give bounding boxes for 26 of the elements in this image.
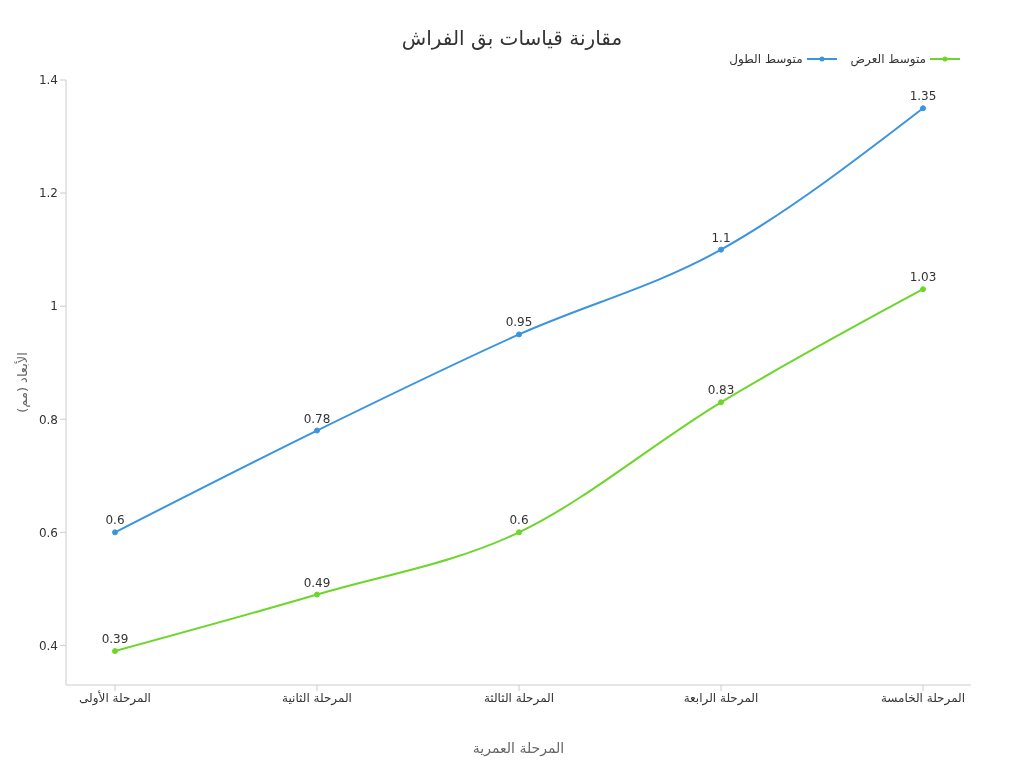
data-label: 1.35 — [909, 89, 937, 104]
x-tick-label: المرحلة الثالثة — [483, 690, 555, 706]
y-axis-title: الأبعاد (مم) — [13, 352, 31, 413]
y-tick-label: 0.4 — [38, 638, 58, 653]
legend-label: متوسط العرض — [850, 52, 926, 66]
legend-label: متوسط الطول — [729, 52, 803, 66]
data-label: 0.49 — [303, 575, 331, 590]
x-tick-label: المرحلة الرابعة — [683, 690, 759, 706]
y-tick-label: 1.2 — [38, 186, 58, 201]
y-tick-label: 0.8 — [38, 412, 58, 427]
chart-title: مقارنة قياسات بق الفراش — [400, 26, 624, 50]
data-label: 0.95 — [505, 315, 533, 330]
x-axis-title: المرحلة العمرية — [472, 740, 565, 757]
data-label: 0.39 — [101, 632, 129, 647]
data-label: 1.03 — [909, 270, 937, 285]
data-label: 0.78 — [303, 411, 331, 426]
data-label: 0.6 — [509, 513, 529, 528]
x-tick-label: المرحلة الثانية — [282, 690, 352, 706]
y-tick-label: 0.6 — [38, 525, 58, 540]
y-tick-label: 1.4 — [38, 73, 58, 88]
x-tick-label: المرحلة الخامسة — [880, 690, 966, 706]
x-tick-label: المرحلة الأولى — [79, 689, 151, 706]
y-tick-label: 1 — [50, 299, 58, 314]
data-label: 0.6 — [105, 513, 125, 528]
data-label: 0.83 — [707, 383, 735, 398]
data-label: 1.1 — [711, 230, 731, 245]
